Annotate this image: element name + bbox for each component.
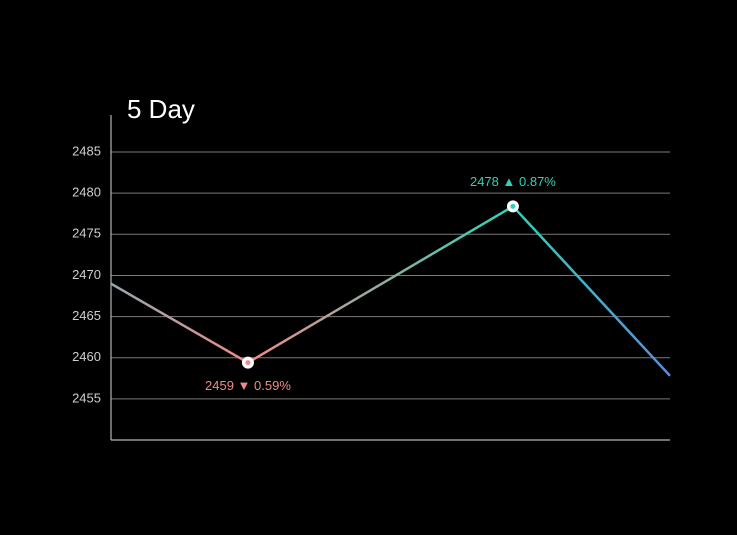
- y-tick-label: 2460: [72, 349, 101, 364]
- y-tick-label: 2485: [72, 143, 101, 158]
- point-dot: [245, 360, 251, 366]
- y-tick-label: 2465: [72, 308, 101, 323]
- y-tick-label: 2470: [72, 267, 101, 282]
- data-label: 2478 ▲ 0.87%: [470, 174, 556, 189]
- line: [110, 204, 671, 377]
- y-tick-label: 2455: [72, 390, 101, 405]
- data-label: 2459 ▼ 0.59%: [205, 378, 291, 393]
- y-tick-label: 2475: [72, 226, 101, 241]
- point-dot: [510, 203, 516, 209]
- chart-title: 5 Day: [127, 94, 195, 124]
- y-tick-label: 2480: [72, 185, 101, 200]
